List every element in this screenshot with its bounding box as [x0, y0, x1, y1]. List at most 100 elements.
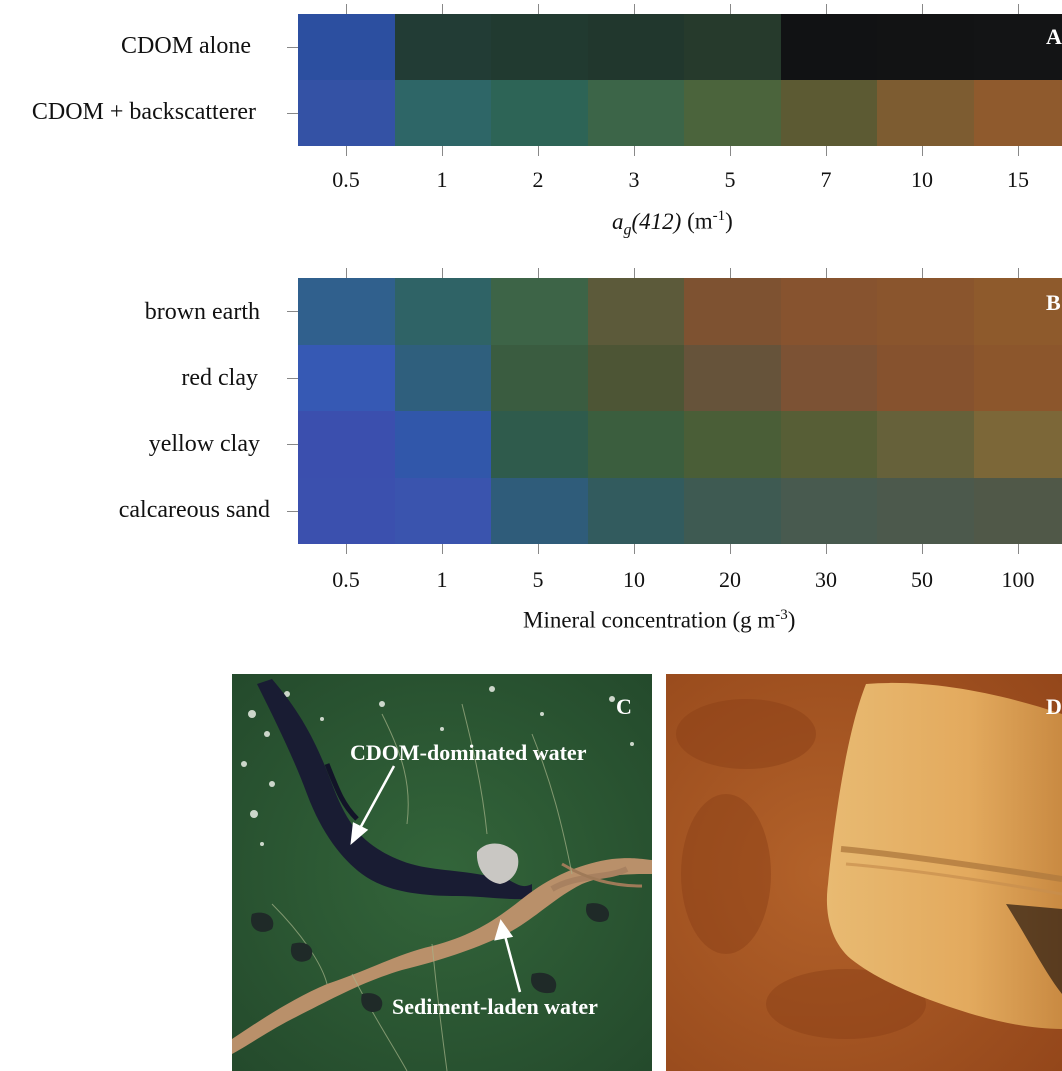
- stripB-cell-0-4: [684, 278, 782, 346]
- stripA-cell-1-0: [298, 80, 396, 146]
- tickLabelsB-0: 0.5: [332, 567, 360, 592]
- ticksB-bottom-0: [346, 544, 347, 554]
- stripB-cell-3-2: [491, 477, 589, 544]
- stripA-cell-1-5: [780, 80, 878, 146]
- ticksB-row-2: [287, 444, 298, 446]
- panel-c-label-cdom: CDOM-dominated water: [350, 740, 587, 765]
- ticksB-top-7: [1018, 268, 1019, 278]
- axis-b-label-post: ): [787, 607, 796, 633]
- tickLabelsA-5: 7: [820, 167, 832, 192]
- panel-b-row-label-2: yellow clay: [148, 431, 260, 457]
- stripA-cell-1-4: [684, 80, 782, 146]
- ticksA-bottom-1: [442, 146, 443, 156]
- axis-a-unit-post: ): [725, 208, 733, 234]
- panel-d-scene: [666, 674, 1062, 1071]
- panel-a-row-label-1: CDOM + backscatterer: [31, 99, 256, 125]
- panel-a-row-label-0: CDOM alone: [121, 33, 251, 59]
- ticksB-top-1: [442, 268, 443, 278]
- stripB-cell-2-3: [587, 411, 685, 479]
- tickLabelsA-1: 1: [436, 167, 448, 192]
- stripB-cell-2-7: [973, 411, 1062, 479]
- stripA-cell-0-0: [298, 14, 396, 81]
- stripB-cell-0-0: [298, 278, 396, 346]
- ticksA-bottom-0: [346, 146, 347, 156]
- ticksA-top-6: [922, 4, 923, 14]
- stripB-cell-1-3: [587, 344, 685, 412]
- stripA-cell-1-3: [587, 80, 685, 146]
- stripB-cell-1-6: [877, 344, 975, 412]
- axis-b-label-pre: Mineral concentration (g m: [523, 607, 776, 633]
- panel-b-row-label-1: red clay: [181, 365, 258, 391]
- stripB-cell-2-5: [780, 411, 878, 479]
- ticksA-bottom-3: [634, 146, 635, 156]
- tickLabelsB-6: 50: [911, 567, 933, 592]
- ticksA-bottom-2: [538, 146, 539, 156]
- stripB-cell-0-1: [394, 278, 492, 346]
- axis-a-arg: (412): [631, 208, 682, 234]
- stripB-cell-2-2: [491, 411, 589, 479]
- ticksB-bottom-6: [922, 544, 923, 554]
- tickLabelsA-0: 0.5: [332, 167, 360, 192]
- ticksB-top-5: [826, 268, 827, 278]
- stripB-cell-1-7: [973, 344, 1062, 412]
- panel-a-color-strip: [298, 14, 1062, 146]
- ticksB-bottom-7: [1018, 544, 1019, 554]
- panel-d-letter: D: [1046, 694, 1062, 719]
- ticksA-top-4: [730, 4, 731, 14]
- panel-c-satellite-image: C CDOM-dominated water Sediment-laden wa…: [232, 674, 652, 1071]
- stripA-cell-0-6: [877, 14, 975, 81]
- ticksB-top-0: [346, 268, 347, 278]
- panel-b-row-label-3: calcareous sand: [118, 497, 270, 523]
- axis-a-symbol: a: [612, 208, 624, 234]
- stripA-cell-0-3: [587, 14, 685, 81]
- stripB-cell-3-1: [394, 477, 492, 544]
- stripB-cell-0-5: [780, 278, 878, 346]
- ticksB-row-3: [287, 510, 298, 512]
- tickLabelsB-3: 10: [623, 567, 645, 592]
- ticksA-bottom-7: [1018, 146, 1019, 156]
- ticksB-bottom-4: [730, 544, 731, 554]
- panel-c-letter: C: [616, 694, 632, 719]
- stripA-cell-0-1: [394, 14, 492, 81]
- ticksA-row-1: [287, 113, 298, 114]
- ticksB-bottom-1: [442, 544, 443, 554]
- ticksB-bottom-5: [826, 544, 827, 554]
- axis-b-label-sup: -3: [775, 607, 788, 623]
- stripB-cell-3-3: [587, 477, 685, 544]
- satellite-scene: [232, 674, 652, 1071]
- ticksA-top-2: [538, 4, 539, 14]
- axis-a-unit-sup: -1: [712, 208, 726, 224]
- tickLabelsB-4: 20: [719, 567, 741, 592]
- ticksB-top-3: [634, 268, 635, 278]
- stripB-cell-2-4: [684, 411, 782, 479]
- stripA-cell-1-2: [491, 80, 589, 146]
- stripB-cell-1-4: [684, 344, 782, 412]
- stripA-cell-1-1: [394, 80, 492, 146]
- stripA-cell-0-5: [780, 14, 878, 81]
- ticksA-bottom-4: [730, 146, 731, 156]
- stripB-cell-0-6: [877, 278, 975, 346]
- tickLabelsB-7: 100: [1001, 567, 1035, 592]
- ticksB-top-6: [922, 268, 923, 278]
- tickLabelsA-6: 10: [911, 167, 933, 192]
- axis-a-unit-pre: (m: [681, 208, 713, 234]
- stripB-cell-0-2: [491, 278, 589, 346]
- ticksA-top-5: [826, 4, 827, 14]
- stripB-cell-3-0: [298, 477, 396, 544]
- tickLabelsA-3: 3: [628, 167, 640, 192]
- panel-b-axis-label: Mineral concentration (g m-3): [523, 607, 795, 634]
- ticksA-bottom-5: [826, 146, 827, 156]
- ticksB-bottom-3: [634, 544, 635, 554]
- stripB-cell-1-2: [491, 344, 589, 412]
- ticksA-row-0: [287, 47, 298, 48]
- tickLabelsA-7: 15: [1007, 167, 1029, 192]
- ticksB-bottom-2: [538, 544, 539, 554]
- stripB-cell-2-0: [298, 411, 396, 479]
- ticksA-top-1: [442, 4, 443, 14]
- panel-b-row-label-0: brown earth: [144, 299, 260, 325]
- stripB-cell-1-0: [298, 344, 396, 412]
- tickLabelsB-1: 1: [436, 567, 448, 592]
- stripB-cell-3-6: [877, 477, 975, 544]
- panel-b-color-strip: [298, 278, 1062, 544]
- panel-a-letter: A: [1046, 24, 1062, 49]
